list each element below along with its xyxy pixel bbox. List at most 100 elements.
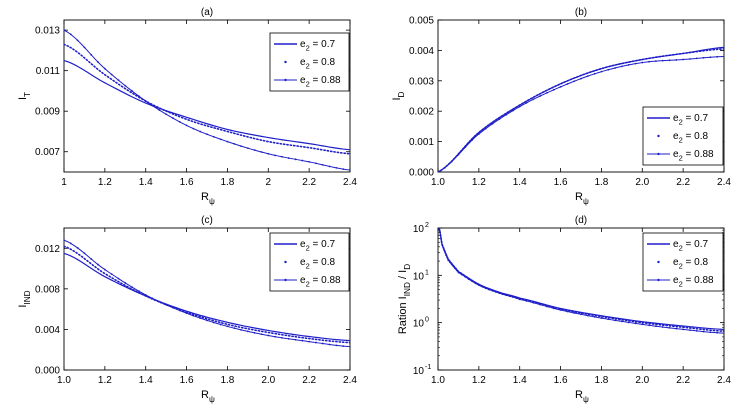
- series-marker: [349, 345, 350, 348]
- series-marker: [546, 91, 548, 94]
- series-marker: [488, 288, 490, 291]
- series-marker: [438, 171, 439, 172]
- y-tick-label: 0.009: [35, 107, 60, 118]
- series-marker: [716, 55, 719, 58]
- series-marker: [460, 273, 463, 276]
- y-tick-exponent: -1: [425, 364, 431, 371]
- legend-box: [269, 232, 350, 292]
- series-marker: [342, 168, 345, 170]
- series-marker: [634, 322, 637, 325]
- series-marker: [695, 330, 698, 332]
- series-marker: [723, 332, 724, 335]
- series-marker: [253, 149, 256, 152]
- series-marker: [627, 64, 630, 66]
- series-marker: [110, 273, 113, 276]
- series-marker: [498, 118, 501, 121]
- x-tick-label: 1.4: [513, 375, 527, 386]
- legend: e2 = 0.7 e2 = 0.8 e2 = 0.88: [642, 232, 724, 292]
- series-marker: [138, 290, 140, 293]
- series-marker: [443, 166, 446, 169]
- legend-swatch: [284, 260, 287, 264]
- series-marker: [661, 59, 664, 62]
- series-marker: [464, 275, 467, 278]
- series-marker: [226, 325, 229, 328]
- series-marker: [709, 56, 712, 59]
- series-marker: [512, 296, 514, 298]
- series-marker: [723, 55, 724, 58]
- series-marker: [165, 303, 168, 306]
- series-marker: [443, 249, 446, 252]
- y-tick-label: 0.004: [409, 46, 434, 57]
- series-marker: [178, 120, 181, 123]
- series-marker: [682, 58, 685, 61]
- series-marker: [131, 286, 133, 289]
- x-tick-label: 2.0: [635, 375, 649, 386]
- series-marker: [267, 334, 270, 337]
- y-tick-label: 0.011: [36, 66, 61, 77]
- x-tick-label: 1.2: [98, 375, 112, 386]
- series-marker: [505, 294, 507, 297]
- series-marker: [124, 84, 127, 87]
- series-marker: [702, 56, 705, 59]
- series-marker: [144, 100, 147, 102]
- y-tick-label: 0.000: [35, 366, 60, 377]
- series-line: [64, 252, 350, 342]
- series-marker: [689, 329, 691, 332]
- series-marker: [151, 104, 154, 107]
- series-marker: [172, 117, 174, 120]
- series-marker: [226, 140, 229, 143]
- x-tick-label: 1.2: [472, 375, 486, 386]
- series-marker: [206, 133, 208, 136]
- series-marker: [199, 130, 202, 133]
- series-marker: [440, 241, 443, 243]
- series-marker: [648, 324, 650, 327]
- x-tick-label: 2.2: [302, 375, 316, 386]
- series-marker: [342, 345, 345, 348]
- series-marker: [532, 98, 535, 101]
- series-marker: [315, 162, 317, 165]
- y-axis-label: IT: [17, 92, 32, 100]
- x-tick-label: 2: [266, 177, 272, 188]
- series-marker: [240, 328, 242, 331]
- y-tick-label: 10: [413, 319, 425, 330]
- series-marker: [233, 327, 236, 330]
- series-marker: [641, 323, 644, 326]
- series-marker: [586, 314, 589, 317]
- series-marker: [655, 60, 657, 62]
- series-marker: [484, 127, 487, 130]
- series-3: [438, 55, 724, 172]
- series-marker: [321, 163, 324, 166]
- chart-title: (a): [201, 7, 213, 18]
- series-marker: [675, 59, 678, 61]
- series-marker: [69, 33, 72, 36]
- series-line: [64, 245, 350, 344]
- series-marker: [614, 67, 616, 69]
- series-marker: [294, 338, 297, 341]
- legend-box: [642, 232, 724, 292]
- plot-frame: [437, 19, 725, 173]
- series-marker: [634, 62, 637, 65]
- series-marker: [442, 246, 445, 249]
- series-1: [64, 59, 350, 151]
- series-marker: [449, 261, 451, 264]
- y-tick-label: 0.012: [35, 244, 60, 255]
- series-marker: [246, 147, 249, 150]
- x-tick-label: 1.6: [554, 177, 568, 188]
- y-tick-label: 0.001: [409, 137, 434, 148]
- series-marker: [233, 143, 236, 145]
- series-marker: [440, 237, 442, 240]
- series-marker: [675, 327, 678, 330]
- series-marker: [240, 145, 242, 148]
- series-marker: [655, 325, 657, 328]
- x-tick-label: 2.2: [302, 177, 316, 188]
- series-2: [64, 245, 350, 344]
- series-marker: [76, 247, 79, 249]
- series-marker: [668, 326, 671, 329]
- series-marker: [308, 160, 311, 163]
- legend-label: e2 = 0.7: [300, 239, 335, 253]
- series-marker: [682, 328, 685, 331]
- series-marker: [192, 127, 195, 130]
- legend-label: e2 = 0.88: [673, 275, 714, 289]
